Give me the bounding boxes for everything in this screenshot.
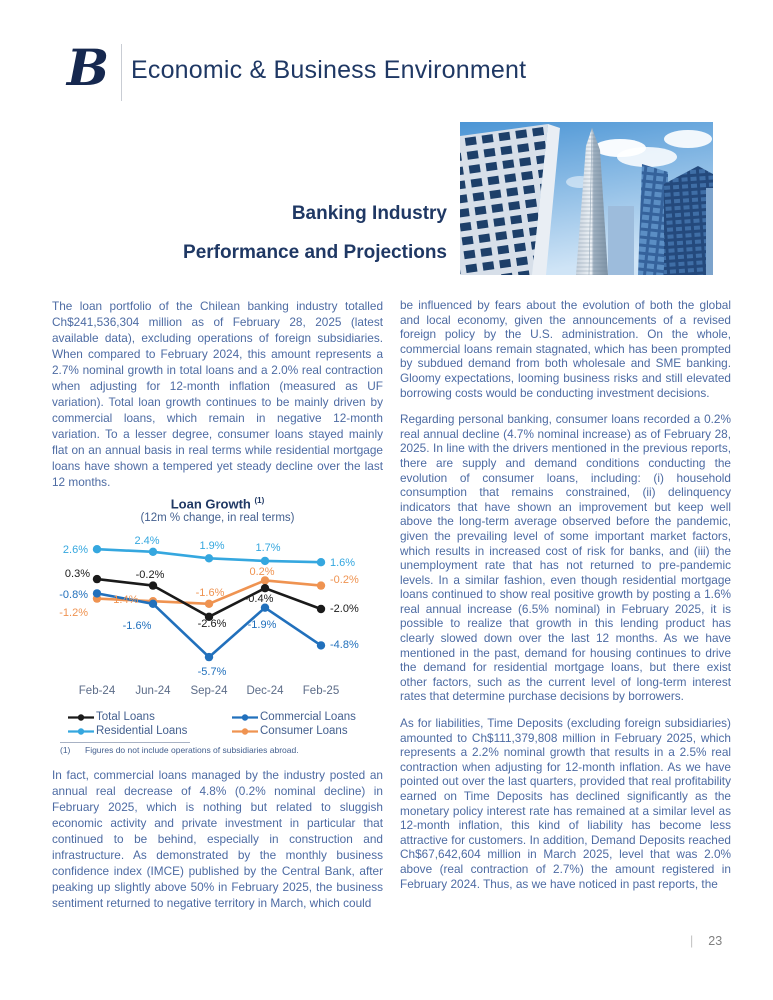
legend-label: Total Loans bbox=[96, 711, 155, 724]
svg-text:1.7%: 1.7% bbox=[255, 542, 280, 554]
header-title: Economic & Business Environment bbox=[131, 56, 527, 84]
loan-growth-line-chart: 2.6% 2.4% 1.9% 1.7% 1.6% -1.2% -1.4% -1.6% 0.2% -… bbox=[59, 535, 359, 697]
paragraph: As for liabilities, Time Deposits (exclu… bbox=[400, 716, 731, 891]
page-title-line1: Banking Industry bbox=[291, 203, 447, 224]
header-divider bbox=[121, 44, 122, 101]
legend-marker-icon bbox=[68, 714, 94, 721]
legend-marker-icon bbox=[68, 728, 94, 735]
svg-text:0.3%: 0.3% bbox=[65, 568, 90, 580]
chart-subtitle: (12m % change, in real terms) bbox=[140, 512, 295, 525]
svg-text:-2.0%: -2.0% bbox=[330, 603, 359, 615]
svg-text:-0.2%: -0.2% bbox=[136, 569, 165, 581]
legend-item-residential-loans: Residential Loans bbox=[68, 725, 232, 737]
right-column: be influenced by fears about the evoluti… bbox=[400, 298, 731, 891]
legend-item-total-loans: Total Loans bbox=[68, 711, 232, 723]
legend-item-commercial-loans: Commercial Loans bbox=[232, 711, 383, 723]
footnote-text: Figures do not include operations of sub… bbox=[85, 745, 299, 756]
legend-marker-icon bbox=[232, 714, 258, 721]
svg-text:-0.2%: -0.2% bbox=[330, 574, 359, 586]
svg-text:Feb-24: Feb-24 bbox=[79, 685, 116, 697]
legend-marker-icon bbox=[232, 728, 258, 735]
footnote-marker: (1) bbox=[60, 745, 71, 756]
svg-text:-1.2%: -1.2% bbox=[59, 607, 88, 619]
svg-text:-0.8%: -0.8% bbox=[59, 589, 88, 601]
svg-text:-1.4%: -1.4% bbox=[110, 594, 139, 606]
chart-title-footnote-ref: (1) bbox=[254, 496, 265, 505]
footer-separator: | bbox=[690, 934, 694, 948]
paragraph: In fact, commercial loans managed by the… bbox=[52, 768, 383, 911]
svg-text:-1.9%: -1.9% bbox=[248, 619, 277, 631]
page-footer: | 23 bbox=[690, 934, 722, 948]
page-title: Banking Industry Performance and Project… bbox=[87, 194, 447, 272]
skyscrapers-photo bbox=[460, 122, 714, 276]
svg-text:-2.6%: -2.6% bbox=[198, 618, 227, 630]
loan-growth-chart: Loan Growth (1) (12m % change, in real t… bbox=[52, 496, 383, 755]
paragraph: be influenced by fears about the evoluti… bbox=[400, 298, 731, 400]
svg-text:Jun-24: Jun-24 bbox=[135, 685, 171, 697]
footnote-rule bbox=[60, 742, 190, 744]
skyscrapers-illustration bbox=[460, 122, 714, 276]
svg-text:-1.6%: -1.6% bbox=[196, 587, 225, 599]
buildings bbox=[460, 124, 713, 276]
legend-item-consumer-loans: Consumer Loans bbox=[232, 725, 383, 737]
svg-text:Sep-24: Sep-24 bbox=[190, 685, 228, 697]
paragraph: Regarding personal banking, consumer loa… bbox=[400, 412, 731, 704]
svg-text:Feb-25: Feb-25 bbox=[303, 685, 339, 697]
svg-text:2.4%: 2.4% bbox=[134, 536, 159, 547]
legend-label: Commercial Loans bbox=[260, 711, 356, 724]
svg-text:-1.6%: -1.6% bbox=[123, 620, 152, 632]
svg-text:-5.7%: -5.7% bbox=[198, 666, 227, 678]
svg-text:1.9%: 1.9% bbox=[199, 540, 224, 552]
svg-text:2.6%: 2.6% bbox=[63, 544, 88, 556]
legend-label: Consumer Loans bbox=[260, 725, 348, 738]
svg-text:1.6%: 1.6% bbox=[330, 557, 355, 569]
svg-text:0.2%: 0.2% bbox=[249, 566, 274, 578]
paragraph: The loan portfolio of the Chilean bankin… bbox=[52, 299, 383, 489]
chart-title-text: Loan Growth bbox=[170, 496, 251, 512]
svg-text:-0.4%: -0.4% bbox=[245, 593, 274, 605]
left-column: The loan portfolio of the Chilean bankin… bbox=[52, 298, 383, 911]
chart-legend: Total Loans Commercial Loans Residential L… bbox=[52, 711, 383, 737]
page-title-line2: Performance and Projections bbox=[183, 242, 447, 263]
chart-title: Loan Growth (1) bbox=[52, 496, 383, 511]
svg-text:-4.8%: -4.8% bbox=[330, 639, 359, 651]
svg-text:Dec-24: Dec-24 bbox=[246, 685, 284, 697]
page-number: 23 bbox=[708, 934, 723, 948]
logo-letter: B bbox=[66, 38, 110, 97]
legend-label: Residential Loans bbox=[96, 725, 188, 738]
company-logo: B bbox=[60, 38, 116, 98]
chart-footnote: (1) Figures do not include operations of… bbox=[52, 742, 383, 755]
